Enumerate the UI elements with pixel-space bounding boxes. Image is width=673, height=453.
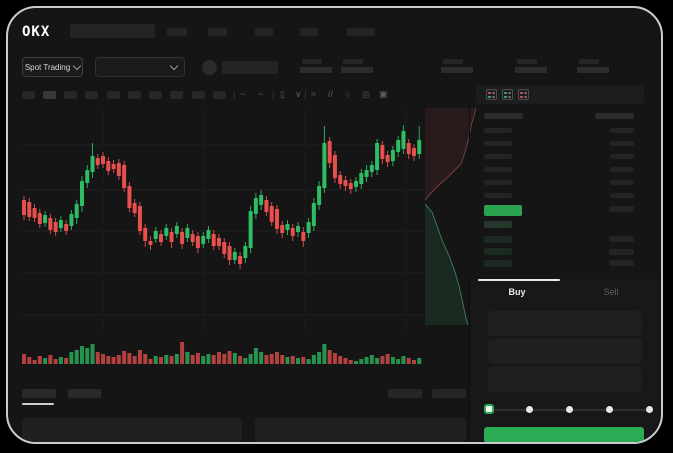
bid-row-skeleton (484, 248, 512, 255)
depth-chart (425, 108, 476, 325)
bid-row-skeleton (609, 236, 634, 242)
ask-row-skeleton (610, 193, 634, 198)
ask-row-skeleton (610, 167, 634, 172)
book-asks-icon[interactable] (518, 89, 529, 100)
chevron-down-icon (169, 61, 179, 70)
ask-row-skeleton (484, 154, 512, 159)
separator: | (233, 89, 236, 99)
pair-select-dropdown[interactable] (95, 57, 185, 77)
separator: | (304, 89, 307, 99)
nav-link-skeleton[interactable] (208, 28, 227, 36)
app-window: OKX Spot Trading | ~ ~ | ▯ ∨ | ≈//○ ◎ ▣ (8, 8, 661, 442)
slider-stop[interactable] (566, 406, 573, 413)
bottom-tab[interactable] (432, 389, 466, 398)
tab-sell[interactable]: Sell (603, 287, 619, 297)
stat-value-skeleton (441, 67, 473, 73)
bid-row-skeleton (609, 260, 634, 266)
timeframe-button[interactable] (149, 91, 162, 99)
bid-row-skeleton (484, 260, 512, 267)
ask-row-skeleton (484, 141, 512, 146)
market-type-dropdown[interactable]: Spot Trading (22, 57, 83, 77)
ask-row-skeleton (484, 193, 512, 198)
stat-label-skeleton (579, 59, 599, 64)
slider-stop[interactable] (646, 406, 653, 413)
ask-row-skeleton (484, 167, 512, 172)
fullscreen-icon[interactable]: ▣ (379, 89, 388, 99)
bid-row-skeleton (484, 236, 512, 243)
ask-row-skeleton (610, 154, 634, 159)
device-frame: OKX Spot Trading | ~ ~ | ▯ ∨ | ≈//○ ◎ ▣ (6, 6, 663, 444)
bid-row-skeleton (609, 249, 634, 255)
ask-row-skeleton (484, 128, 512, 133)
orderbook-col-header-right (595, 113, 634, 119)
history-panel-skeleton (255, 418, 466, 442)
slider-stop[interactable] (606, 406, 613, 413)
search-input[interactable] (70, 24, 155, 38)
timeframe-button[interactable] (128, 91, 141, 99)
timeframe-button[interactable] (170, 91, 183, 99)
market-type-label: Spot Trading (24, 62, 71, 72)
stat-value-skeleton (577, 67, 609, 73)
total-input[interactable] (488, 367, 642, 392)
timeframe-button[interactable] (192, 91, 205, 99)
chevron-down-icon[interactable]: ∨ (295, 89, 302, 99)
price-input[interactable] (488, 311, 642, 336)
last-price-bar (484, 205, 522, 216)
buy-button[interactable] (484, 427, 644, 442)
timeframe-button[interactable] (213, 91, 226, 99)
slider-handle-active[interactable] (484, 404, 494, 414)
book-bids-icon[interactable] (502, 89, 513, 100)
timeframe-button[interactable] (64, 91, 77, 99)
orders-panel-skeleton (22, 418, 242, 442)
candle-type-icon[interactable]: ▯ (280, 89, 285, 99)
bid-row-skeleton (484, 221, 512, 228)
line-style-icon[interactable]: ~ (240, 89, 246, 99)
ask-row-skeleton (610, 141, 634, 146)
book-all-icon[interactable] (486, 89, 497, 100)
timeframe-button[interactable] (85, 91, 98, 99)
ask-row-skeleton (610, 180, 634, 185)
bid-row-skeleton (609, 206, 634, 212)
chevron-down-icon (72, 61, 82, 70)
bottom-tab[interactable] (22, 389, 56, 398)
ask-row-skeleton (484, 180, 512, 185)
okx-logo[interactable]: OKX (22, 24, 51, 40)
candlestick-chart[interactable] (20, 108, 424, 366)
amount-input[interactable] (488, 339, 642, 364)
timeframe-button[interactable] (107, 91, 120, 99)
nav-link-skeleton[interactable] (167, 28, 187, 36)
ask-row-skeleton (610, 128, 634, 133)
panel-divider (469, 84, 470, 442)
stat-value-skeleton (300, 67, 332, 73)
stat-label-skeleton (343, 59, 363, 64)
drawing-tools-icon[interactable]: // (328, 89, 334, 99)
tab-buy[interactable]: Buy (508, 287, 526, 297)
nav-link-skeleton[interactable] (300, 28, 318, 36)
slider-stop[interactable] (526, 406, 533, 413)
bottom-tab[interactable] (388, 389, 422, 398)
trade-tab-bar (470, 279, 658, 308)
coin-avatar (202, 60, 217, 75)
pair-name-skeleton (222, 61, 278, 74)
buy-tab-indicator (478, 279, 560, 281)
settings-circle-icon[interactable]: ◎ (362, 89, 370, 99)
nav-link-skeleton[interactable] (255, 28, 273, 36)
stat-value-skeleton (341, 67, 373, 73)
bottom-tab[interactable] (68, 389, 101, 398)
stat-label-skeleton (517, 59, 537, 64)
separator: | (272, 89, 275, 99)
timeframe-button-active[interactable] (43, 91, 56, 99)
camera-icon[interactable]: ○ (345, 89, 351, 99)
stat-label-skeleton (302, 59, 322, 64)
nav-link-skeleton[interactable] (347, 28, 375, 36)
stat-label-skeleton (443, 59, 463, 64)
timeframe-button[interactable] (22, 91, 35, 99)
active-tab-underline (22, 403, 54, 405)
indicator-icon[interactable]: ≈ (311, 89, 316, 99)
wave-style-icon[interactable]: ~ (258, 89, 264, 99)
orderbook-col-header-left (484, 113, 523, 119)
stat-value-skeleton (515, 67, 547, 73)
